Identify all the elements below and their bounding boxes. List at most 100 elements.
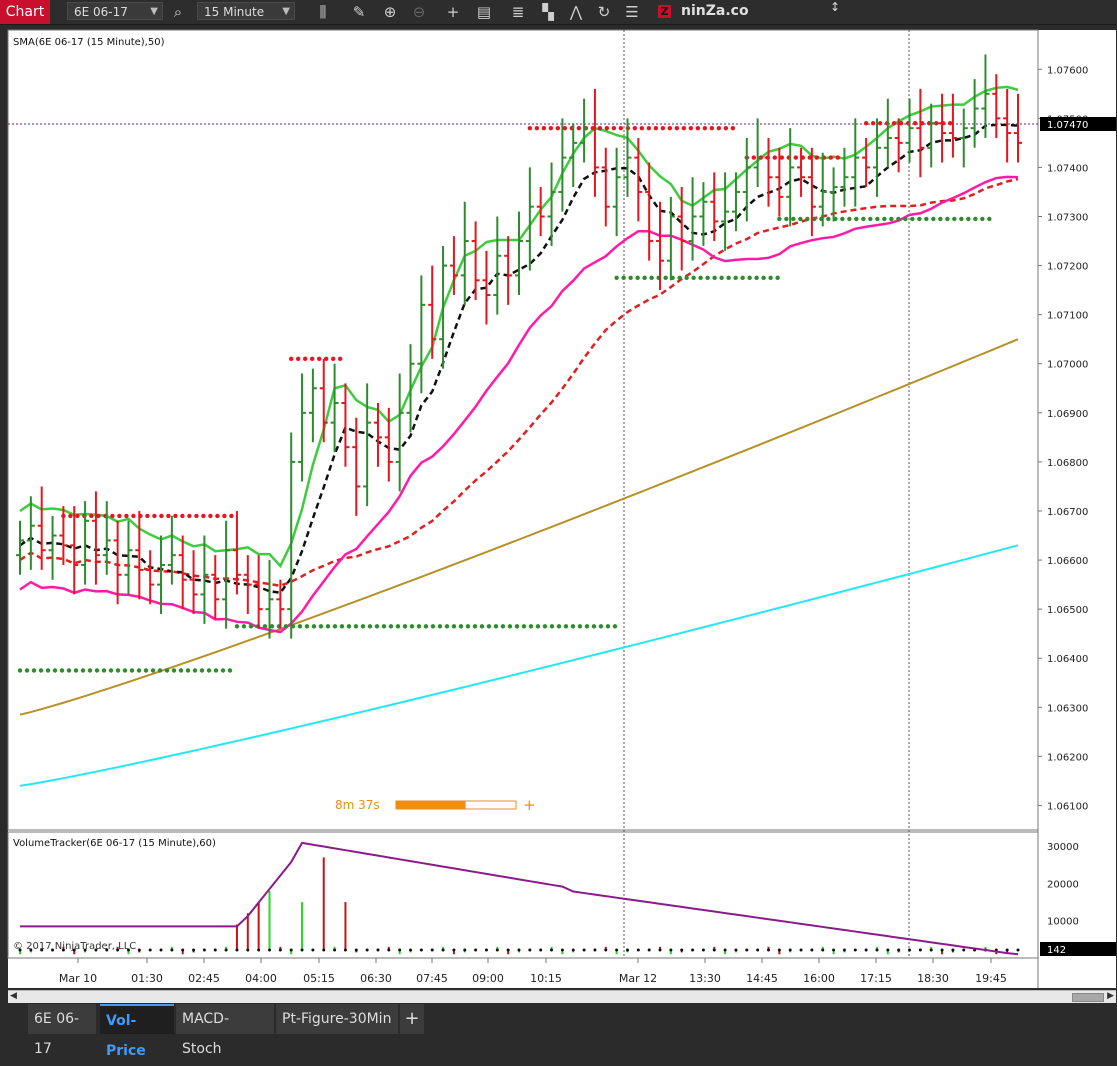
reload-icon[interactable]: ↻ (597, 3, 611, 21)
tab-vol-price[interactable]: Vol-Price (100, 1004, 174, 1059)
volume-dot (170, 948, 174, 952)
add-tab-button[interactable]: + (400, 1004, 424, 1034)
stop-dot (548, 125, 554, 131)
stop-dot (612, 624, 618, 629)
tab-pt-figure[interactable]: Pt-Figure-30Min (276, 1004, 398, 1034)
price-bar (948, 93, 957, 158)
stop-dot (465, 624, 471, 629)
stop-dot (777, 216, 782, 222)
stop-dot (430, 624, 436, 629)
stop-dot (903, 216, 908, 222)
stop-dot (143, 668, 149, 673)
bar-type-icon[interactable]: ⫼ (319, 3, 327, 21)
volume-dot (539, 948, 543, 952)
strategies-icon[interactable]: ≣ (511, 3, 525, 21)
stop-dot (124, 513, 129, 519)
price-bar (851, 118, 860, 207)
stop-dot (451, 624, 457, 629)
stop-dot (521, 624, 527, 629)
volume-dot (918, 948, 922, 952)
zoom-out-icon[interactable]: ⊖ (412, 3, 426, 21)
stop-dot (723, 125, 729, 131)
stop-dot (730, 125, 736, 131)
tab-macd-stoch[interactable]: MACD-Stoch (176, 1004, 274, 1057)
volume-dot (636, 948, 640, 952)
volume-dot (832, 948, 836, 952)
stop-dot (632, 125, 638, 131)
volume-panel-label: VolumeTracker(6E 06-17 (15 Minute),60) (13, 838, 216, 849)
volume-dot (192, 948, 196, 952)
scroll-left-icon[interactable]: ◀ (10, 991, 17, 1001)
search-icon[interactable]: ⌕ (173, 3, 183, 21)
stop-dot (621, 275, 626, 281)
price-bar (590, 88, 599, 197)
crosshair-icon[interactable]: + (446, 3, 460, 21)
stop-dot (889, 216, 894, 222)
scroll-right-icon[interactable]: ▶ (1107, 991, 1114, 1001)
chart-canvas[interactable]: 1.076001.075001.074001.073001.072001.071… (0, 0, 1117, 1004)
instrument-selector[interactable]: 6E 06-17 ▼ (67, 2, 163, 20)
volume-dot (615, 948, 619, 952)
stop-dot (660, 125, 666, 131)
price-tick-label: 1.06600 (1047, 556, 1088, 567)
stop-dot (367, 624, 373, 629)
stop-dot (80, 668, 86, 673)
stop-dot (220, 668, 226, 673)
stop-dot (437, 624, 443, 629)
stop-dot (798, 216, 803, 222)
stop-dot (712, 275, 717, 281)
price-bar (124, 520, 133, 595)
indicator-lines (19, 85, 1019, 787)
price-bar (254, 555, 263, 629)
stop-dot (201, 513, 206, 519)
volume-dot (441, 948, 445, 952)
price-bar (970, 79, 979, 148)
volume-dot (528, 948, 532, 952)
volume-dot (235, 948, 239, 952)
stop-dot (166, 513, 171, 519)
price-bar (243, 555, 252, 615)
volume-dot (582, 948, 586, 952)
volume-dot (137, 948, 141, 952)
price-bar (363, 383, 372, 507)
stop-dot (684, 275, 689, 281)
price-bar (504, 236, 513, 305)
volume-dot (940, 948, 944, 952)
stop-dot (17, 668, 23, 673)
zoom-in-icon[interactable]: ⊕ (383, 3, 397, 21)
sma-red-dashed-line (19, 177, 1019, 588)
data-box-icon[interactable]: ☰ (625, 3, 639, 21)
price-bar (417, 275, 426, 394)
price-bar (189, 550, 198, 615)
stop-dot (653, 125, 659, 131)
stop-dot (339, 624, 345, 629)
pencil-icon[interactable]: ✎ (352, 3, 366, 21)
stop-dot (199, 668, 205, 673)
mouse-cursor-icon: ↕ (830, 0, 841, 14)
stop-dot (891, 121, 897, 126)
stop-dot (605, 624, 611, 629)
price-tick-label: 1.06700 (1047, 507, 1088, 518)
volume-dot (311, 948, 315, 952)
stop-dot (870, 121, 876, 126)
indicators-icon[interactable]: ▚ (542, 3, 554, 21)
drawing-tools-icon[interactable]: ⋀ (569, 3, 583, 21)
scroll-thumb[interactable] (1072, 993, 1104, 1002)
tab-6e[interactable]: 6E 06-17 (28, 1004, 96, 1057)
properties-icon[interactable]: ▤ (476, 3, 492, 21)
interval-selector[interactable]: 15 Minute ▼ (197, 2, 295, 20)
stop-dot (854, 216, 859, 222)
stop-dot (472, 624, 478, 629)
price-bar (373, 403, 382, 467)
stop-dot (381, 624, 387, 629)
volume-dot (40, 948, 44, 952)
volume-dot (300, 948, 304, 952)
stop-dot (628, 275, 633, 281)
horizontal-scrollbar[interactable]: ◀ ▶ (8, 990, 1116, 1003)
time-tick-label: Mar 12 (619, 972, 657, 985)
price-bar (439, 245, 448, 369)
stop-dot (754, 275, 759, 281)
stop-dot (959, 216, 964, 222)
timer-plus-icon: + (523, 796, 536, 814)
stop-dot (87, 668, 93, 673)
